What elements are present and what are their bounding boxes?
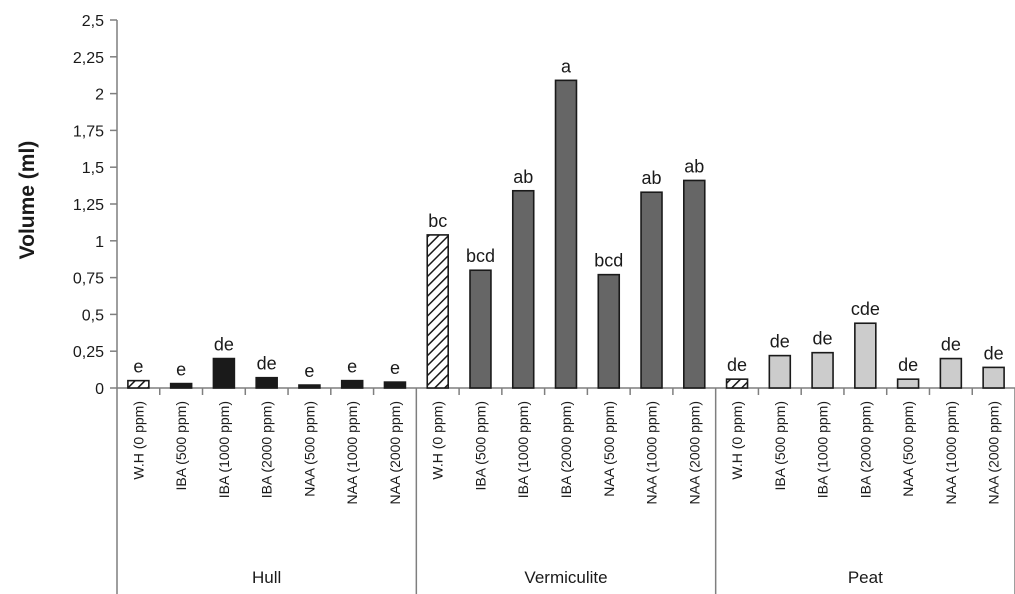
category-label: NAA (2000 ppm) [986,401,1002,505]
bar [255,376,278,389]
significance-label: a [561,56,572,76]
significance-label: e [304,361,314,381]
category-label: NAA (500 ppm) [301,401,317,497]
significance-label: de [898,355,918,375]
bar [896,378,920,389]
category-label: IBA (500 ppm) [173,401,189,491]
bar [725,378,749,389]
category-label: IBA (500 ppm) [772,401,788,491]
significance-label: de [813,329,833,349]
bar [127,379,150,389]
significance-label: bcd [466,246,495,266]
significance-label: de [257,354,277,374]
bar [212,357,236,389]
category-label: IBA (1000 ppm) [815,401,831,498]
significance-label: e [133,357,143,377]
bar [298,384,321,389]
significance-label: cde [851,299,880,319]
significance-label: bc [428,211,447,231]
category-label: IBA (2000 ppm) [259,401,275,498]
y-tick-label: 1,25 [73,197,104,214]
bar [511,189,535,389]
bar [768,354,792,389]
significance-label: ab [642,168,662,188]
y-tick-label: 0,5 [82,307,104,324]
y-tick-label: 0,75 [73,271,104,288]
significance-label: de [941,335,961,355]
group-label: Hull [252,568,281,587]
significance-label: e [390,358,400,378]
y-tick-label: 2,5 [82,13,104,30]
significance-label: e [347,357,357,377]
bar [982,366,1005,389]
bar [169,382,193,389]
significance-label: de [984,343,1004,363]
bar [640,191,663,389]
y-tick-label: 1,75 [73,123,104,140]
bar [939,357,963,389]
category-label: NAA (1000 ppm) [943,401,959,505]
significance-label: ab [684,156,704,176]
significance-label: de [214,335,234,355]
bar [554,79,578,389]
bar [426,234,449,389]
bar [469,269,492,389]
bar [383,381,407,389]
significance-label: bcd [594,251,623,271]
category-label: NAA (1000 ppm) [644,401,660,505]
group-label: Peat [848,568,883,587]
category-label: W.H (0 ppm) [729,401,745,480]
category-label: IBA (2000 ppm) [558,401,574,498]
significance-label: de [727,355,747,375]
significance-label: e [176,360,186,380]
category-label: W.H (0 ppm) [130,401,146,480]
category-label: NAA (500 ppm) [601,401,617,497]
bar [683,179,706,389]
category-label: IBA (1000 ppm) [515,401,531,498]
significance-label: ab [513,167,533,187]
category-label: W.H (0 ppm) [430,401,446,480]
y-tick-label: 0,25 [73,344,104,361]
y-tick-label: 2 [95,87,104,104]
category-label: NAA (2000 ppm) [686,401,702,505]
category-label: IBA (1000 ppm) [216,401,232,498]
y-tick-label: 1 [95,234,104,251]
category-label: NAA (2000 ppm) [387,401,403,505]
bar [340,379,364,389]
group-label: Vermiculite [524,568,607,587]
category-label: NAA (500 ppm) [900,401,916,497]
bar [597,273,621,389]
category-label: IBA (500 ppm) [472,401,488,491]
significance-label: de [770,332,790,352]
bar [811,351,834,389]
bar [854,322,877,389]
y-tick-label: 0 [95,381,104,398]
category-label: NAA (1000 ppm) [344,401,360,505]
y-tick-label: 2,25 [73,50,104,67]
y-axis-title: Volume (ml) [16,141,39,260]
category-label: IBA (2000 ppm) [857,401,873,498]
y-tick-label: 1,5 [82,160,104,177]
